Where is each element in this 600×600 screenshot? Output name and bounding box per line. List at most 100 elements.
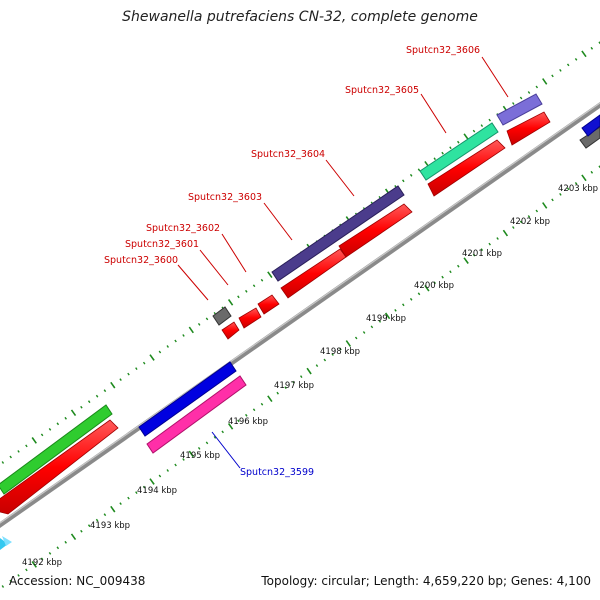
- major-tick: [502, 229, 509, 237]
- minor-tick: [590, 46, 594, 50]
- minor-tick: [25, 568, 28, 572]
- minor-tick: [457, 264, 460, 268]
- major-tick: [227, 423, 234, 430]
- minor-tick: [378, 319, 382, 323]
- lavender-feature-3606: [496, 93, 543, 126]
- callout-line-3605: [420, 93, 447, 134]
- minor-tick: [472, 253, 476, 257]
- gene-labels: Sputcn32_3606 Sputcn32_3605 Sputcn32_3604 S…: [104, 45, 480, 478]
- minor-tick: [9, 455, 12, 459]
- kbp-label: 4198 kbp: [320, 347, 360, 357]
- kbp-label: 4196 kbp: [228, 417, 268, 427]
- major-tick: [345, 340, 352, 347]
- minor-tick: [362, 331, 366, 334]
- minor-tick: [40, 433, 44, 437]
- minor-tick: [197, 322, 201, 326]
- minor-tick: [417, 292, 421, 296]
- minor-tick: [480, 248, 484, 251]
- minor-tick: [339, 347, 342, 351]
- minor-tick: [221, 430, 224, 434]
- minor-tick: [300, 375, 303, 378]
- minor-tick: [590, 170, 594, 174]
- kbp-label: 4197 kbp: [274, 381, 314, 391]
- kbp-label: 4202 kbp: [510, 217, 550, 227]
- major-tick: [31, 561, 37, 568]
- minor-tick: [213, 435, 217, 439]
- minor-tick: [488, 118, 491, 122]
- minor-tick: [315, 364, 319, 367]
- cds-arrow: [238, 307, 262, 329]
- minor-tick: [417, 168, 421, 172]
- minor-tick: [182, 334, 185, 337]
- cds-arrow: [257, 294, 280, 315]
- minor-tick: [56, 422, 60, 426]
- minor-tick: [142, 361, 146, 365]
- gene-label: Sputcn32_3600: [104, 255, 178, 266]
- cds-arrow: [427, 139, 506, 197]
- minor-tick: [95, 394, 99, 398]
- minor-tick: [56, 546, 60, 550]
- green-feature: [0, 404, 113, 495]
- minor-tick: [433, 157, 436, 161]
- minor-tick: [103, 389, 107, 393]
- minor-tick: [158, 474, 162, 478]
- minor-tick: [441, 275, 444, 279]
- kbp-label: 4199 kbp: [366, 314, 406, 324]
- callout-lines: [177, 56, 509, 469]
- kbp-scale-labels: 4192 kbp 4193 kbp 4194 kbp 4195 kbp 4196 kbp…: [22, 184, 598, 568]
- major-tick: [463, 257, 469, 264]
- minor-tick: [80, 405, 83, 409]
- minor-tick: [245, 413, 248, 417]
- major-tick: [384, 312, 391, 320]
- major-tick: [306, 367, 312, 375]
- major-tick: [581, 174, 587, 182]
- major-tick: [424, 284, 430, 292]
- minor-tick: [441, 151, 444, 155]
- cds-arrow: [221, 321, 240, 340]
- minor-tick: [480, 124, 484, 127]
- minor-tick: [1, 461, 5, 464]
- cyan-marker: [2, 536, 12, 546]
- minor-tick: [559, 192, 562, 196]
- minor-tick: [25, 444, 28, 448]
- cds-row: [0, 111, 551, 515]
- genome-summary: Topology: circular; Length: 4,659,220 bp…: [261, 574, 591, 588]
- kbp-label: 4203 kbp: [558, 184, 598, 194]
- kbp-label: 4200 kbp: [414, 281, 454, 291]
- cds-arrow: [506, 111, 551, 146]
- minor-tick: [237, 295, 240, 299]
- major-tick: [188, 326, 194, 334]
- callout-line-3603: [263, 202, 293, 241]
- minor-tick: [284, 386, 287, 389]
- minor-tick: [527, 91, 531, 94]
- minor-tick: [127, 496, 130, 500]
- gray-feature-3600: [212, 306, 232, 326]
- minor-tick: [9, 579, 12, 583]
- callout-line-3604: [325, 159, 355, 197]
- gene-label: Sputcn32_3599: [240, 467, 314, 478]
- minor-tick: [496, 237, 499, 240]
- major-tick: [31, 437, 37, 444]
- minor-tick: [559, 68, 562, 72]
- minor-tick: [1, 585, 5, 588]
- major-tick: [149, 354, 155, 361]
- callout-line-3606: [481, 56, 509, 98]
- minor-tick: [158, 350, 162, 354]
- callout-line-3601: [199, 249, 229, 286]
- minor-tick: [245, 289, 248, 293]
- cds-arrow: [338, 203, 413, 258]
- minor-tick: [394, 308, 397, 312]
- minor-tick: [48, 427, 52, 431]
- minor-tick: [472, 129, 476, 133]
- minor-tick: [323, 358, 327, 362]
- major-tick: [267, 395, 273, 403]
- minor-tick: [135, 367, 138, 370]
- minor-tick: [519, 220, 523, 224]
- minor-tick: [252, 408, 256, 412]
- gene-label: Sputcn32_3603: [188, 192, 262, 203]
- major-tick: [188, 450, 194, 458]
- minor-tick: [449, 146, 452, 150]
- teal-feature-3605: [419, 122, 499, 181]
